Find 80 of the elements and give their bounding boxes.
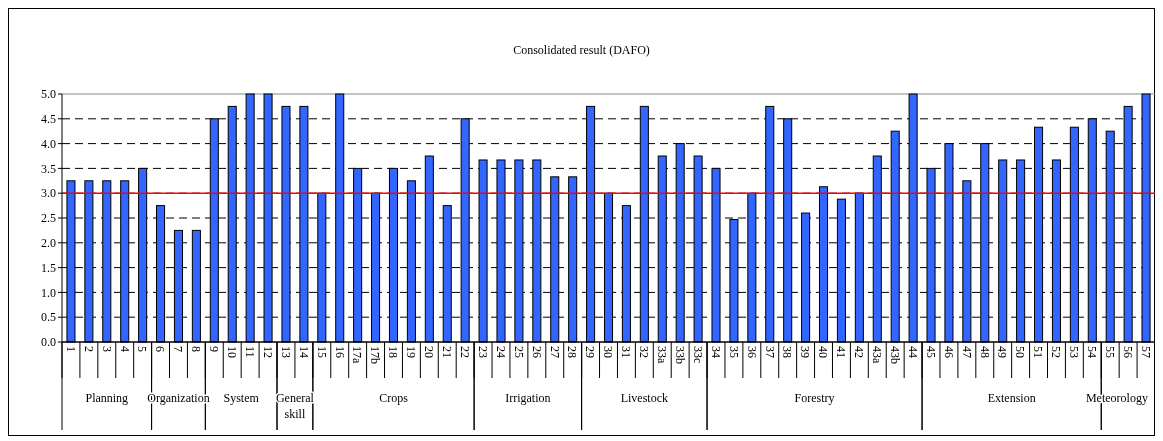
x-tick-label: 11 bbox=[242, 346, 257, 358]
x-tick-label: 19 bbox=[404, 346, 419, 358]
y-tick-label: 3.0 bbox=[41, 186, 56, 201]
x-tick-label: 16 bbox=[332, 346, 347, 358]
x-tick-label: 43a bbox=[870, 346, 885, 364]
x-tick-label: 51 bbox=[1031, 346, 1046, 358]
x-tick-label: 26 bbox=[529, 346, 544, 358]
text: Forestry bbox=[794, 391, 835, 405]
x-tick-label: 31 bbox=[619, 346, 634, 358]
x-tick-label: 13 bbox=[278, 346, 293, 358]
x-tick-label: 33c bbox=[690, 346, 705, 364]
x-tick-label: 1 bbox=[63, 346, 78, 352]
text: Extension bbox=[987, 391, 1036, 405]
x-tick-label: 43b bbox=[887, 346, 902, 364]
x-tick-label: 33a bbox=[655, 346, 670, 364]
text: Crops bbox=[379, 391, 409, 405]
x-tick-label: 50 bbox=[1013, 346, 1028, 358]
x-tick-label: 7 bbox=[171, 346, 186, 352]
x-tick-label: 12 bbox=[260, 346, 275, 358]
x-tick-label: 23 bbox=[475, 346, 490, 358]
x-tick-label: 25 bbox=[511, 346, 526, 358]
x-tick-label: 41 bbox=[834, 346, 849, 358]
x-tick-label: 38 bbox=[780, 346, 795, 358]
text: Livestock bbox=[620, 391, 668, 405]
x-tick-label: 17b bbox=[368, 346, 383, 364]
y-tick-label: 4.0 bbox=[41, 136, 56, 151]
x-tick-label: 30 bbox=[601, 346, 616, 358]
x-tick-label: 49 bbox=[995, 346, 1010, 358]
x-tick-label: 42 bbox=[852, 346, 867, 358]
x-tick-label: 48 bbox=[977, 346, 992, 358]
x-tick-label: 55 bbox=[1103, 346, 1118, 358]
x-tick-label: 35 bbox=[726, 346, 741, 358]
x-tick-label: 9 bbox=[207, 346, 222, 352]
x-tick-label: 17a bbox=[350, 346, 365, 364]
x-tick-label: 4 bbox=[117, 346, 132, 352]
x-tick-label: 45 bbox=[923, 346, 938, 358]
y-tick-label: 5.0 bbox=[41, 87, 56, 102]
x-tick-label: 54 bbox=[1085, 346, 1100, 358]
x-tick-label: 18 bbox=[386, 346, 401, 358]
y-tick-label: 2.0 bbox=[41, 236, 56, 250]
x-tick-label: 56 bbox=[1120, 346, 1135, 358]
x-tick-label: 32 bbox=[637, 346, 652, 358]
text: Irrigation bbox=[505, 391, 551, 405]
x-tick-label: 29 bbox=[583, 346, 598, 358]
x-tick-label: 27 bbox=[547, 346, 562, 358]
x-tick-label: 8 bbox=[189, 346, 204, 352]
x-tick-label: 14 bbox=[296, 346, 311, 358]
x-tick-label: 57 bbox=[1138, 346, 1153, 358]
x-tick-label: 33b bbox=[672, 346, 687, 364]
y-tick-label: 1.0 bbox=[41, 285, 56, 300]
y-tick-label: 4.5 bbox=[41, 112, 56, 126]
x-tick-label: 10 bbox=[225, 346, 240, 358]
y-tick-label: 1.5 bbox=[41, 260, 56, 275]
x-tick-label: 6 bbox=[153, 346, 168, 352]
x-tick-label: 39 bbox=[798, 346, 813, 358]
x-tick-label: 47 bbox=[959, 346, 974, 358]
x-tick-label: 5 bbox=[135, 346, 150, 352]
y-tick-label: 0.0 bbox=[41, 335, 56, 350]
text: System bbox=[223, 391, 260, 405]
x-tick-label: 20 bbox=[422, 346, 437, 358]
x-tick-label: 46 bbox=[941, 346, 956, 358]
x-tick-label: 28 bbox=[565, 346, 580, 358]
y-tick-label: 2.5 bbox=[41, 211, 56, 226]
y-tick-label: 0.5 bbox=[41, 310, 56, 325]
x-tick-label: 40 bbox=[816, 346, 831, 358]
x-tick-label: 36 bbox=[744, 346, 759, 358]
chart-title: Consolidated result (DAFO) bbox=[513, 43, 650, 57]
x-tick-label: 15 bbox=[314, 346, 329, 358]
x-tick-label: 53 bbox=[1067, 346, 1082, 358]
text: Planning bbox=[85, 391, 129, 405]
x-tick-label: 44 bbox=[905, 346, 920, 358]
x-tick-label: 52 bbox=[1049, 346, 1064, 358]
x-tick-label: 37 bbox=[762, 346, 777, 358]
x-tick-label: 22 bbox=[457, 346, 472, 358]
x-tick-label: 34 bbox=[708, 346, 723, 358]
x-tick-label: 2 bbox=[81, 346, 96, 352]
x-tick-label: 24 bbox=[493, 346, 508, 358]
x-tick-label: 3 bbox=[99, 346, 114, 352]
x-tick-label: 21 bbox=[440, 346, 455, 358]
y-tick-label: 3.5 bbox=[41, 161, 56, 176]
